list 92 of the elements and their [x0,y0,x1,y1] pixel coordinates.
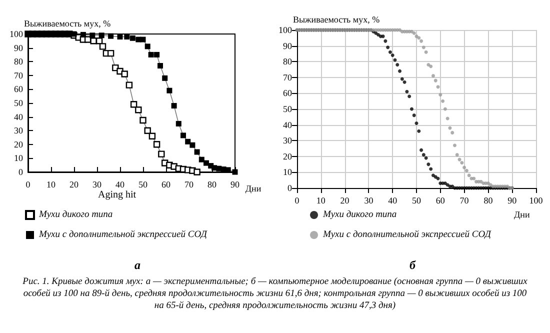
point [180,132,186,138]
x-tick-label: 80 [208,180,217,190]
y-tick-label: 100 [278,25,292,35]
point [124,34,130,40]
point [140,116,146,124]
x-tick-label: 10 [46,180,56,190]
x-tick-label: 0 [294,196,300,206]
y-axis-title: Выживаемость мух, % [293,14,380,24]
point [166,88,172,94]
legend-label: Мухи с дополнительной экспрессией СОД [38,230,208,240]
text: Рис. 1. Кривые дожития мух: а — экспериментальные; б — компьютерное моделирование (основная группа — 0 выживших особей из 100 на 89-й день, средняя продолжительность жизни 61,6 дня; контрольная группа — 0 выживших особей из 100 на 65-й день, средняя продолжительность жизни 47,3 дня) [22,276,528,312]
x-tick-label: 50 [412,196,422,206]
y-tick-label: 70 [14,70,24,80]
point [144,44,150,50]
point [121,70,128,78]
point [204,160,209,166]
point [99,43,106,50]
point [96,38,103,44]
y-tick-label: 90 [14,42,24,53]
x-tick-label: 80 [484,196,494,206]
x-tick-label: 60 [436,196,446,206]
point [98,32,104,38]
point [136,36,142,42]
legend-label: Мухи дикого типа [322,210,397,220]
y-tick-label: 30 [14,126,24,136]
point [232,169,238,175]
legend-label: Мухи дикого типа [38,210,113,220]
point [148,132,156,140]
point [171,103,177,109]
x-tick-label: 70 [184,180,194,190]
y-tick-label: 60 [14,84,24,94]
y-tick-label: 40 [283,120,292,130]
y-tick-label: 60 [283,88,292,98]
legend-label: Мухи с дополнительной экспрессией СОД [322,230,492,240]
x-tick-label: 50 [138,180,148,190]
y-axis-title: Выживаемость мух, % [24,18,112,28]
y-tick-label: 70 [283,72,292,82]
y-tick-label: 100 [10,29,24,39]
y-tick-label: 80 [283,56,292,67]
point [198,156,204,162]
point [154,52,160,58]
x-tick-label: 30 [364,196,374,206]
point [216,166,222,172]
text: Aging hit [98,190,136,200]
point [80,32,86,38]
point [126,82,133,88]
point [194,168,200,176]
x-tick-label: 10 [316,196,326,206]
x-tick-label: 100 [529,196,544,206]
point [117,34,123,40]
point [130,35,136,41]
point [194,149,200,155]
y-tick-label: 50 [283,104,292,114]
point [148,52,154,58]
point [135,106,142,114]
x-tick-label: 30 [92,180,102,190]
point [190,142,196,148]
y-tick-label: 20 [14,139,24,150]
y-tick-label: 0 [18,167,24,177]
point [130,101,138,108]
x-tick-label: 90 [508,196,518,206]
y-tick-label: 90 [283,40,292,51]
x-tick-label: 60 [162,180,171,190]
y-tick-label: 10 [14,153,24,164]
point [158,62,163,68]
x-tick-label: 40 [388,196,398,206]
x-tick-label: 40 [116,180,125,190]
point [108,33,114,39]
point [176,120,182,126]
y-tick-label: 20 [283,151,292,162]
text: а [134,258,142,273]
point [90,32,96,38]
x-axis-title: Дни [514,210,530,220]
x-tick-label: 0 [26,180,31,190]
text: б [408,258,417,273]
x-tick-label: 90 [230,180,240,190]
y-tick-label: 80 [14,56,24,67]
y-tick-label: 40 [14,112,24,122]
x-axis-title: Дни [245,184,262,194]
point [158,150,165,158]
y-tick-label: 50 [14,98,24,108]
point [185,138,191,144]
x-tick-label: 20 [340,196,350,206]
y-tick-label: 30 [283,136,292,146]
point [153,141,160,148]
x-tick-label: 20 [70,180,79,190]
point [144,127,151,134]
point [162,75,168,81]
y-tick-label: 10 [283,167,292,178]
point [107,50,114,57]
point [140,36,146,42]
x-tick-label: 70 [460,196,470,206]
